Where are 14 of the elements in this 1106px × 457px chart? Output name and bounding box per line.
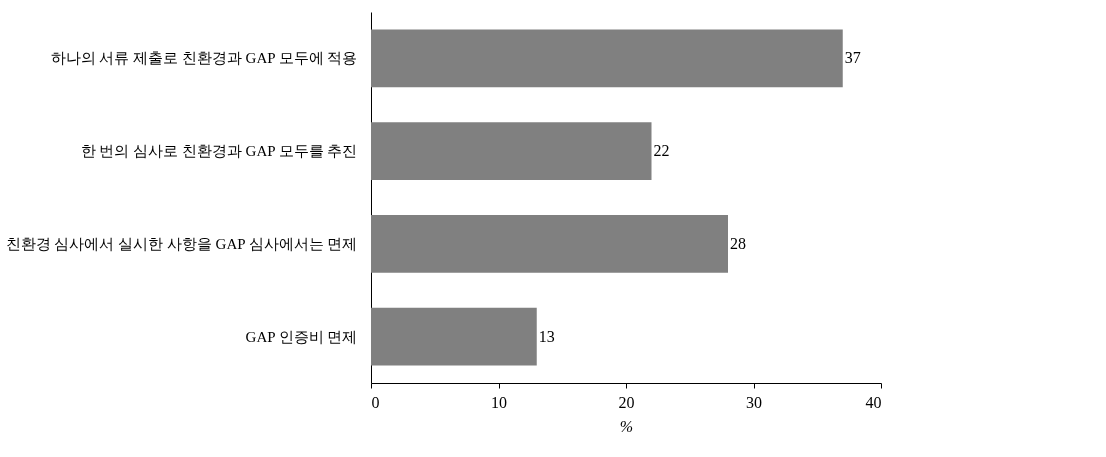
x-axis-title: % xyxy=(619,417,634,435)
x-tick-label: 20 xyxy=(618,393,635,411)
data-label: 13 xyxy=(538,327,555,345)
x-tick-label: 0 xyxy=(371,393,380,411)
y-tick-label: 친환경 심사에서 실시한 사항을 GAP 심사에서는 면제 xyxy=(5,235,358,252)
y-tick-label: 한 번의 심사로 친환경과 GAP 모두를 추진 xyxy=(80,143,358,160)
data-label: 28 xyxy=(730,234,746,252)
x-tick-label: 10 xyxy=(491,393,507,411)
x-tick-label: 40 xyxy=(865,393,882,411)
y-tick-label: 하나의 서류 제출로 친환경과 GAP 모두에 적용 xyxy=(50,50,358,67)
x-tick-label: 30 xyxy=(746,393,762,411)
y-tick-label: GAP 인증비 면제 xyxy=(245,328,358,345)
data-label: 37 xyxy=(844,49,861,67)
data-label: 22 xyxy=(653,142,670,160)
